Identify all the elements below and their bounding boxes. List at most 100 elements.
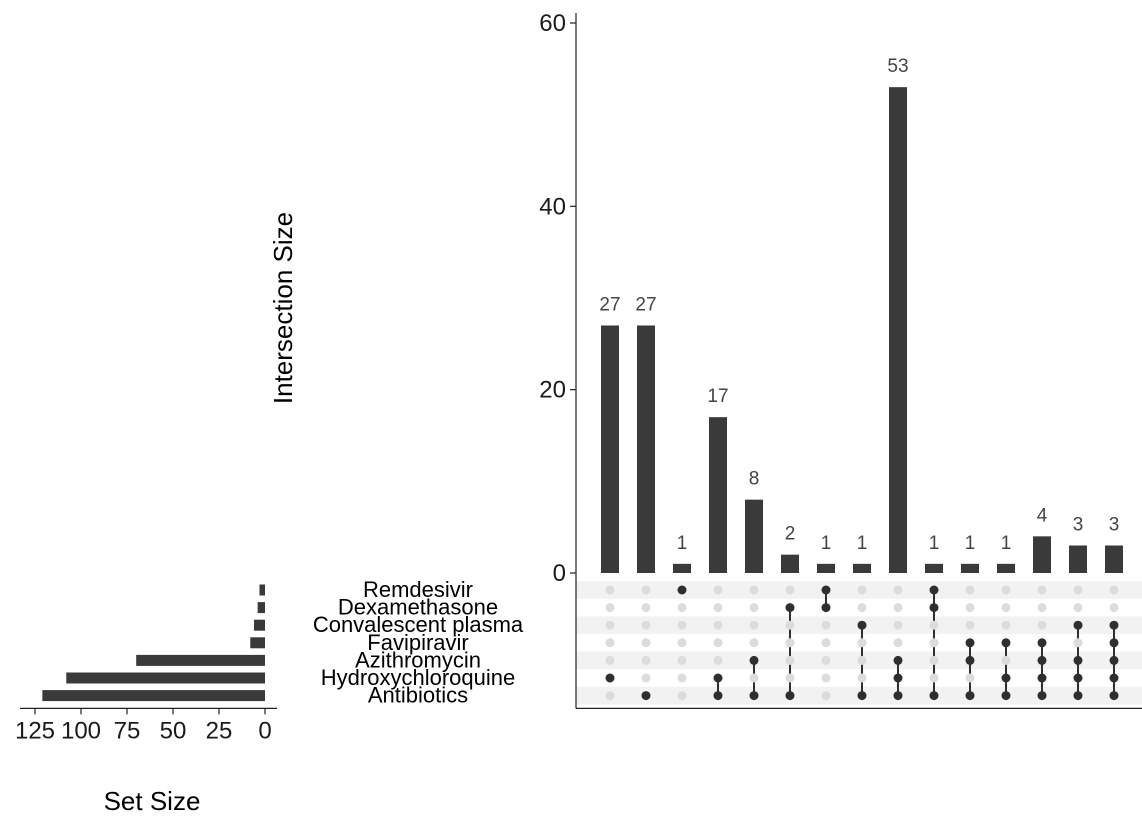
set-name-label: Azithromycin bbox=[355, 647, 481, 672]
matrix-dot-inactive bbox=[857, 655, 867, 665]
matrix-dot-inactive bbox=[785, 585, 795, 595]
matrix-dot-active bbox=[893, 655, 903, 665]
set-name-label: Remdesivir bbox=[363, 577, 473, 602]
matrix-dot-inactive bbox=[965, 673, 975, 683]
matrix-dot-active bbox=[929, 691, 939, 701]
intersection-bar bbox=[853, 563, 871, 573]
intersection-bar-label: 1 bbox=[857, 533, 868, 554]
y-tick-label: 20 bbox=[539, 377, 566, 404]
intersection-bar-label: 53 bbox=[887, 56, 908, 77]
intersection-bar bbox=[1105, 545, 1123, 573]
intersection-bar bbox=[925, 563, 943, 573]
matrix-dot-inactive bbox=[605, 691, 615, 701]
set-name-label: Hydroxychloroquine bbox=[321, 665, 515, 690]
intersection-bar-label: 27 bbox=[599, 295, 620, 316]
matrix-dot-active bbox=[785, 691, 795, 701]
intersection-bar-label: 1 bbox=[677, 533, 688, 554]
set-size-tick-label: 125 bbox=[15, 717, 55, 744]
matrix-dot-inactive bbox=[713, 638, 723, 648]
matrix-dot-inactive bbox=[1037, 585, 1047, 595]
matrix-dot-inactive bbox=[641, 585, 651, 595]
intersection-bar-label: 4 bbox=[1037, 505, 1048, 526]
intersection-bar bbox=[637, 325, 655, 573]
matrix-dot-inactive bbox=[785, 655, 795, 665]
set-size-bar bbox=[66, 672, 265, 684]
matrix-dot-inactive bbox=[641, 603, 651, 613]
intersection-bar bbox=[745, 499, 763, 573]
matrix-dot-active bbox=[1073, 655, 1083, 665]
matrix-dot-inactive bbox=[857, 673, 867, 683]
set-size-bar bbox=[259, 584, 265, 596]
set-size-bar bbox=[257, 602, 265, 614]
matrix-dot-inactive bbox=[677, 620, 687, 630]
matrix-dot-active bbox=[1109, 655, 1119, 665]
matrix-dot-active bbox=[605, 673, 615, 683]
intersection-bar-label: 1 bbox=[965, 533, 976, 554]
matrix-dot-inactive bbox=[1073, 585, 1083, 595]
matrix-dot-inactive bbox=[965, 585, 975, 595]
intersection-axis: Intersection Size 0 20 40 60 bbox=[268, 10, 577, 587]
matrix-dot-inactive bbox=[713, 655, 723, 665]
matrix-dot-active bbox=[785, 603, 795, 613]
intersection-bar bbox=[673, 563, 691, 573]
matrix-dot-inactive bbox=[749, 620, 759, 630]
matrix-dot-inactive bbox=[677, 691, 687, 701]
matrix-dot-inactive bbox=[605, 585, 615, 595]
intersection-bar-label: 8 bbox=[749, 469, 760, 490]
matrix-dot-inactive bbox=[1001, 603, 1011, 613]
matrix-dot-inactive bbox=[1037, 603, 1047, 613]
matrix-dot-inactive bbox=[821, 691, 831, 701]
matrix-dot-inactive bbox=[713, 620, 723, 630]
matrix-dot-inactive bbox=[605, 638, 615, 648]
matrix-dot-active bbox=[713, 673, 723, 683]
matrix-dot-inactive bbox=[1109, 585, 1119, 595]
intersection-bar bbox=[817, 563, 835, 573]
matrix-dot-active bbox=[713, 691, 723, 701]
matrix-dot-active bbox=[1001, 691, 1011, 701]
matrix-dot-inactive bbox=[821, 655, 831, 665]
matrix-dot-inactive bbox=[749, 585, 759, 595]
intersection-bar-label: 27 bbox=[635, 295, 656, 316]
intersection-bar-label: 17 bbox=[707, 386, 728, 407]
y-tick-label: 60 bbox=[539, 10, 566, 37]
matrix-dot-active bbox=[1001, 638, 1011, 648]
matrix-dot-inactive bbox=[893, 585, 903, 595]
matrix-dot-active bbox=[677, 585, 687, 595]
intersection-bar bbox=[997, 563, 1015, 573]
matrix-dot-inactive bbox=[605, 655, 615, 665]
intersection-bar-label: 1 bbox=[929, 533, 940, 554]
matrix-dot-inactive bbox=[677, 655, 687, 665]
matrix-dot-inactive bbox=[1001, 620, 1011, 630]
matrix-dot-inactive bbox=[821, 620, 831, 630]
matrix-dot-inactive bbox=[713, 585, 723, 595]
matrix-dot-inactive bbox=[605, 620, 615, 630]
matrix-dot-inactive bbox=[893, 620, 903, 630]
matrix-dot-inactive bbox=[1109, 603, 1119, 613]
matrix-dot-active bbox=[821, 603, 831, 613]
matrix-dot-active bbox=[1109, 620, 1119, 630]
matrix-dot-active bbox=[1037, 655, 1047, 665]
intersection-bar-label: 1 bbox=[821, 533, 832, 554]
matrix-dot-inactive bbox=[749, 638, 759, 648]
matrix-dot-active bbox=[1109, 691, 1119, 701]
matrix-dot-active bbox=[1001, 673, 1011, 683]
matrix-dot-active bbox=[965, 638, 975, 648]
matrix-dot-inactive bbox=[641, 673, 651, 683]
matrix-dot-inactive bbox=[1001, 585, 1011, 595]
intersection-bar-label: 3 bbox=[1073, 515, 1084, 536]
intersection-bar-label: 1 bbox=[1001, 533, 1012, 554]
y-tick-label: 0 bbox=[553, 560, 566, 587]
matrix-dot-inactive bbox=[677, 673, 687, 683]
matrix-dot-active bbox=[857, 691, 867, 701]
set-name-label: Antibiotics bbox=[368, 683, 468, 708]
matrix-dot-inactive bbox=[785, 638, 795, 648]
matrix-dot-active bbox=[1073, 691, 1083, 701]
matrix-dot-inactive bbox=[893, 603, 903, 613]
set-size-tick-label: 50 bbox=[160, 717, 187, 744]
matrix-dot-inactive bbox=[641, 620, 651, 630]
matrix-dot-active bbox=[857, 620, 867, 630]
matrix-dot-active bbox=[749, 691, 759, 701]
set-name-label: Dexamethasone bbox=[338, 595, 498, 620]
